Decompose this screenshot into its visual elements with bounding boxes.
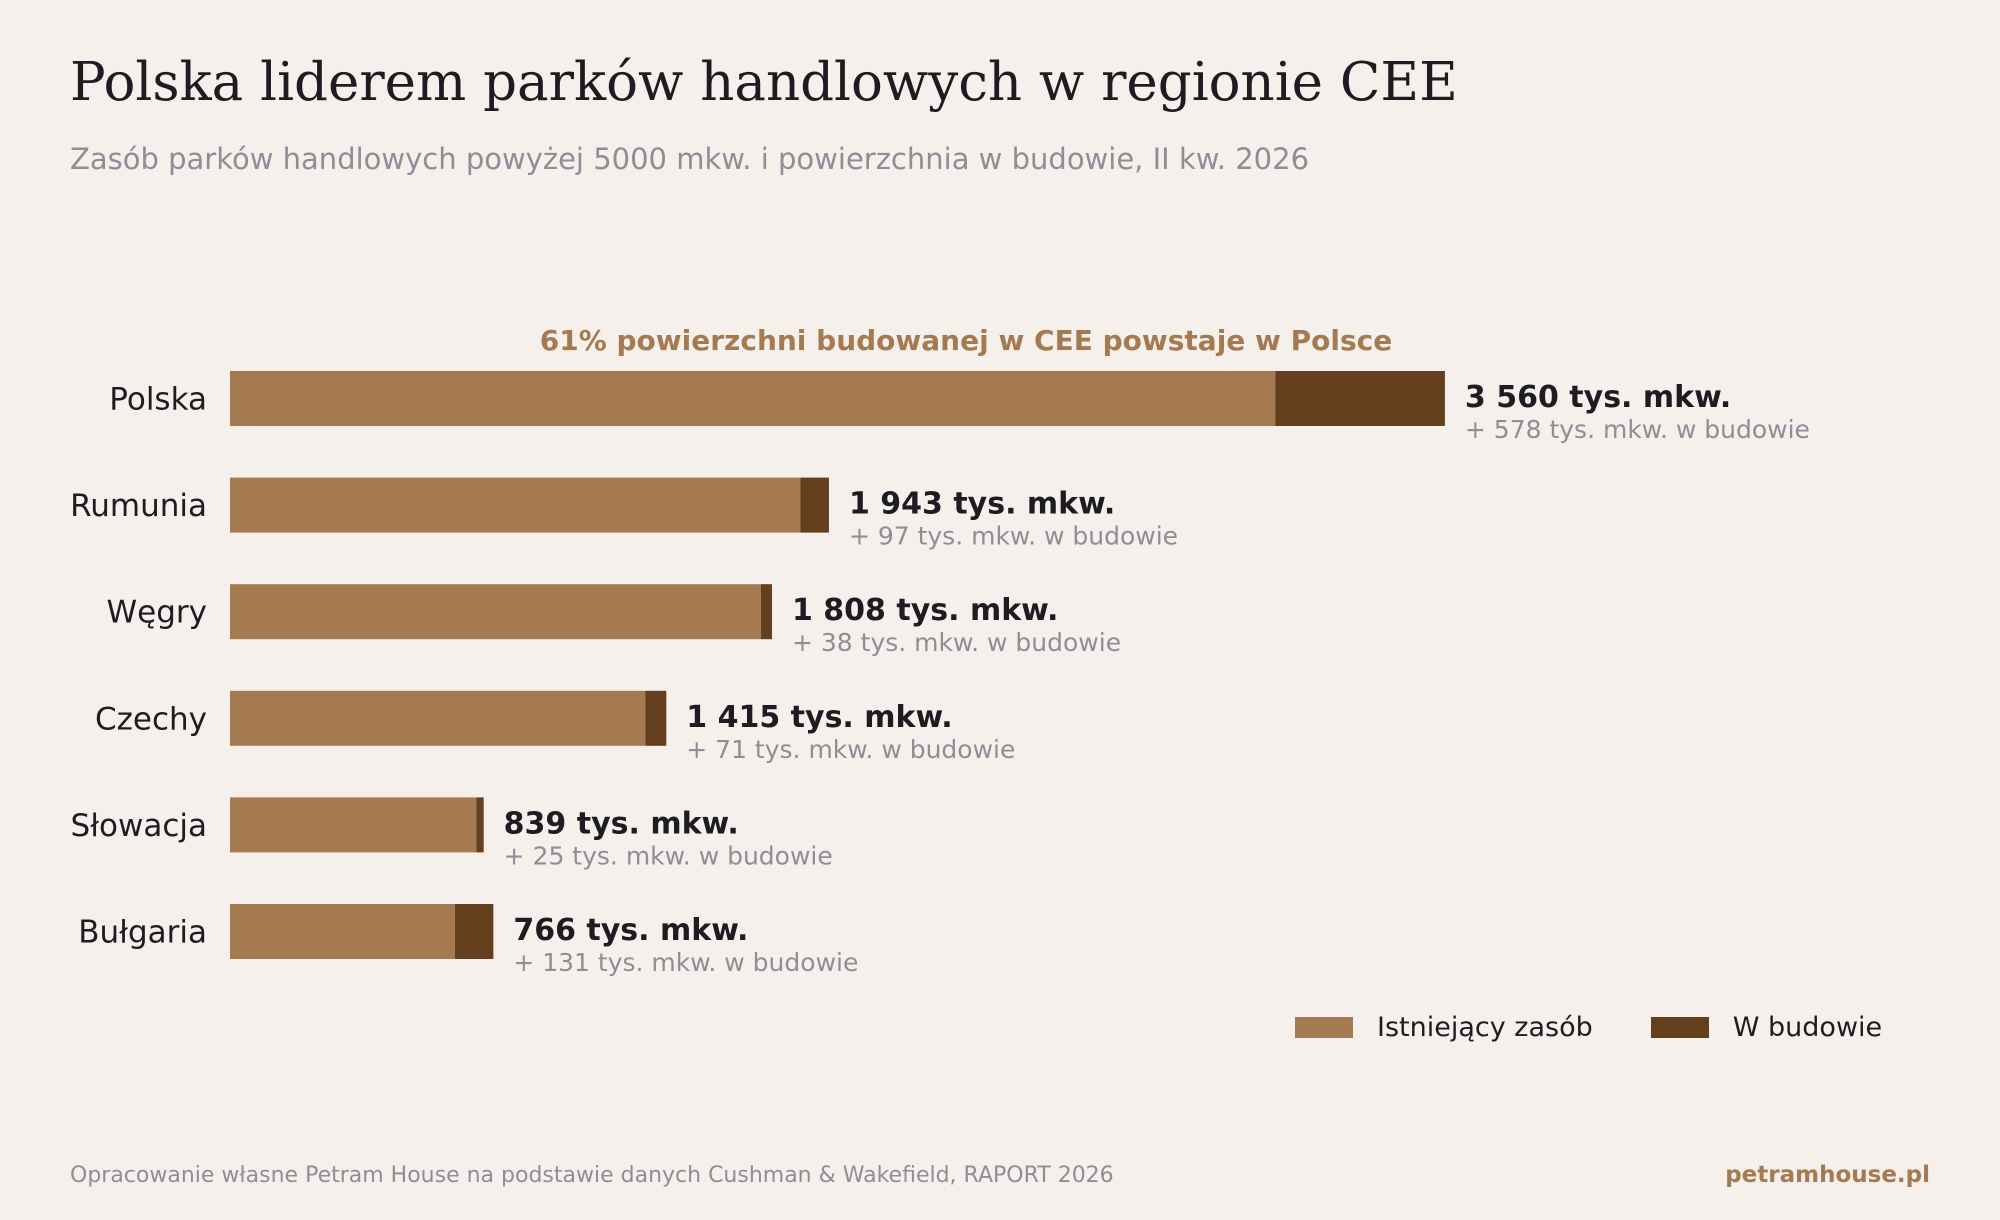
category-label: Węgry <box>107 595 208 631</box>
legend-swatch-construction <box>1650 1017 1709 1038</box>
legend-item-existing: Istniejący zasób <box>1295 1012 1593 1043</box>
construction-label: + 25 tys. mkw. w budowie <box>504 841 833 870</box>
construction-label: + 578 tys. mkw. w budowie <box>1465 415 1810 444</box>
bar-existing-rumunia <box>230 477 801 533</box>
bars-group: Polska 3 560 tys. mkw.+ 578 tys. mkw. w b… <box>70 371 1810 977</box>
bar-construction-węgry <box>760 584 772 640</box>
footer-source: Opracowanie własne Petram House na podst… <box>70 1163 1114 1188</box>
category-label: Słowacja <box>71 808 207 844</box>
chart-legend: Istniejący zasób W budowie <box>1295 1012 1882 1043</box>
bar-existing-czechy <box>230 690 646 746</box>
bar-construction-rumunia <box>800 477 829 533</box>
legend-swatch-existing <box>1295 1017 1353 1038</box>
chart-subtitle: Zasób parków handlowych powyżej 5000 mkw… <box>70 142 1310 176</box>
value-label: 839 tys. mkw. <box>504 806 739 841</box>
value-label: 766 tys. mkw. <box>513 913 748 948</box>
legend-label-existing: Istniejący zasób <box>1377 1012 1593 1043</box>
value-label: 1 808 tys. mkw. <box>792 593 1058 628</box>
category-label: Czechy <box>95 701 207 737</box>
value-label: 1 943 tys. mkw. <box>849 487 1115 522</box>
category-label: Polska <box>109 382 207 418</box>
construction-label: + 71 tys. mkw. w budowie <box>686 735 1015 764</box>
bar-existing-polska <box>230 371 1276 426</box>
legend-label-construction: W budowie <box>1732 1012 1883 1043</box>
chart-annotation: 61% powierzchni budowanej w CEE powstaje… <box>540 324 1393 357</box>
construction-label: + 38 tys. mkw. w budowie <box>792 628 1121 657</box>
construction-label: + 97 tys. mkw. w budowie <box>849 522 1178 551</box>
bar-existing-węgry <box>230 584 761 640</box>
bar-construction-bułgaria <box>454 904 494 959</box>
bar-construction-polska <box>1275 371 1445 426</box>
construction-label: + 131 tys. mkw. w budowie <box>513 948 858 977</box>
chart-title: Polska liderem parków handlowych w regio… <box>70 52 1458 113</box>
category-label: Bułgaria <box>78 915 207 951</box>
legend-item-construction: W budowie <box>1650 1012 1883 1043</box>
bar-existing-słowacja <box>230 797 477 853</box>
value-label: 3 560 tys. mkw. <box>1465 380 1731 415</box>
category-label: Rumunia <box>70 488 207 524</box>
bar-existing-bułgaria <box>230 904 455 959</box>
footer-brand-link[interactable]: petramhouse.pl <box>1725 1162 1930 1188</box>
value-label: 1 415 tys. mkw. <box>686 700 952 735</box>
bar-construction-czechy <box>645 690 667 746</box>
bar-construction-słowacja <box>476 797 484 853</box>
